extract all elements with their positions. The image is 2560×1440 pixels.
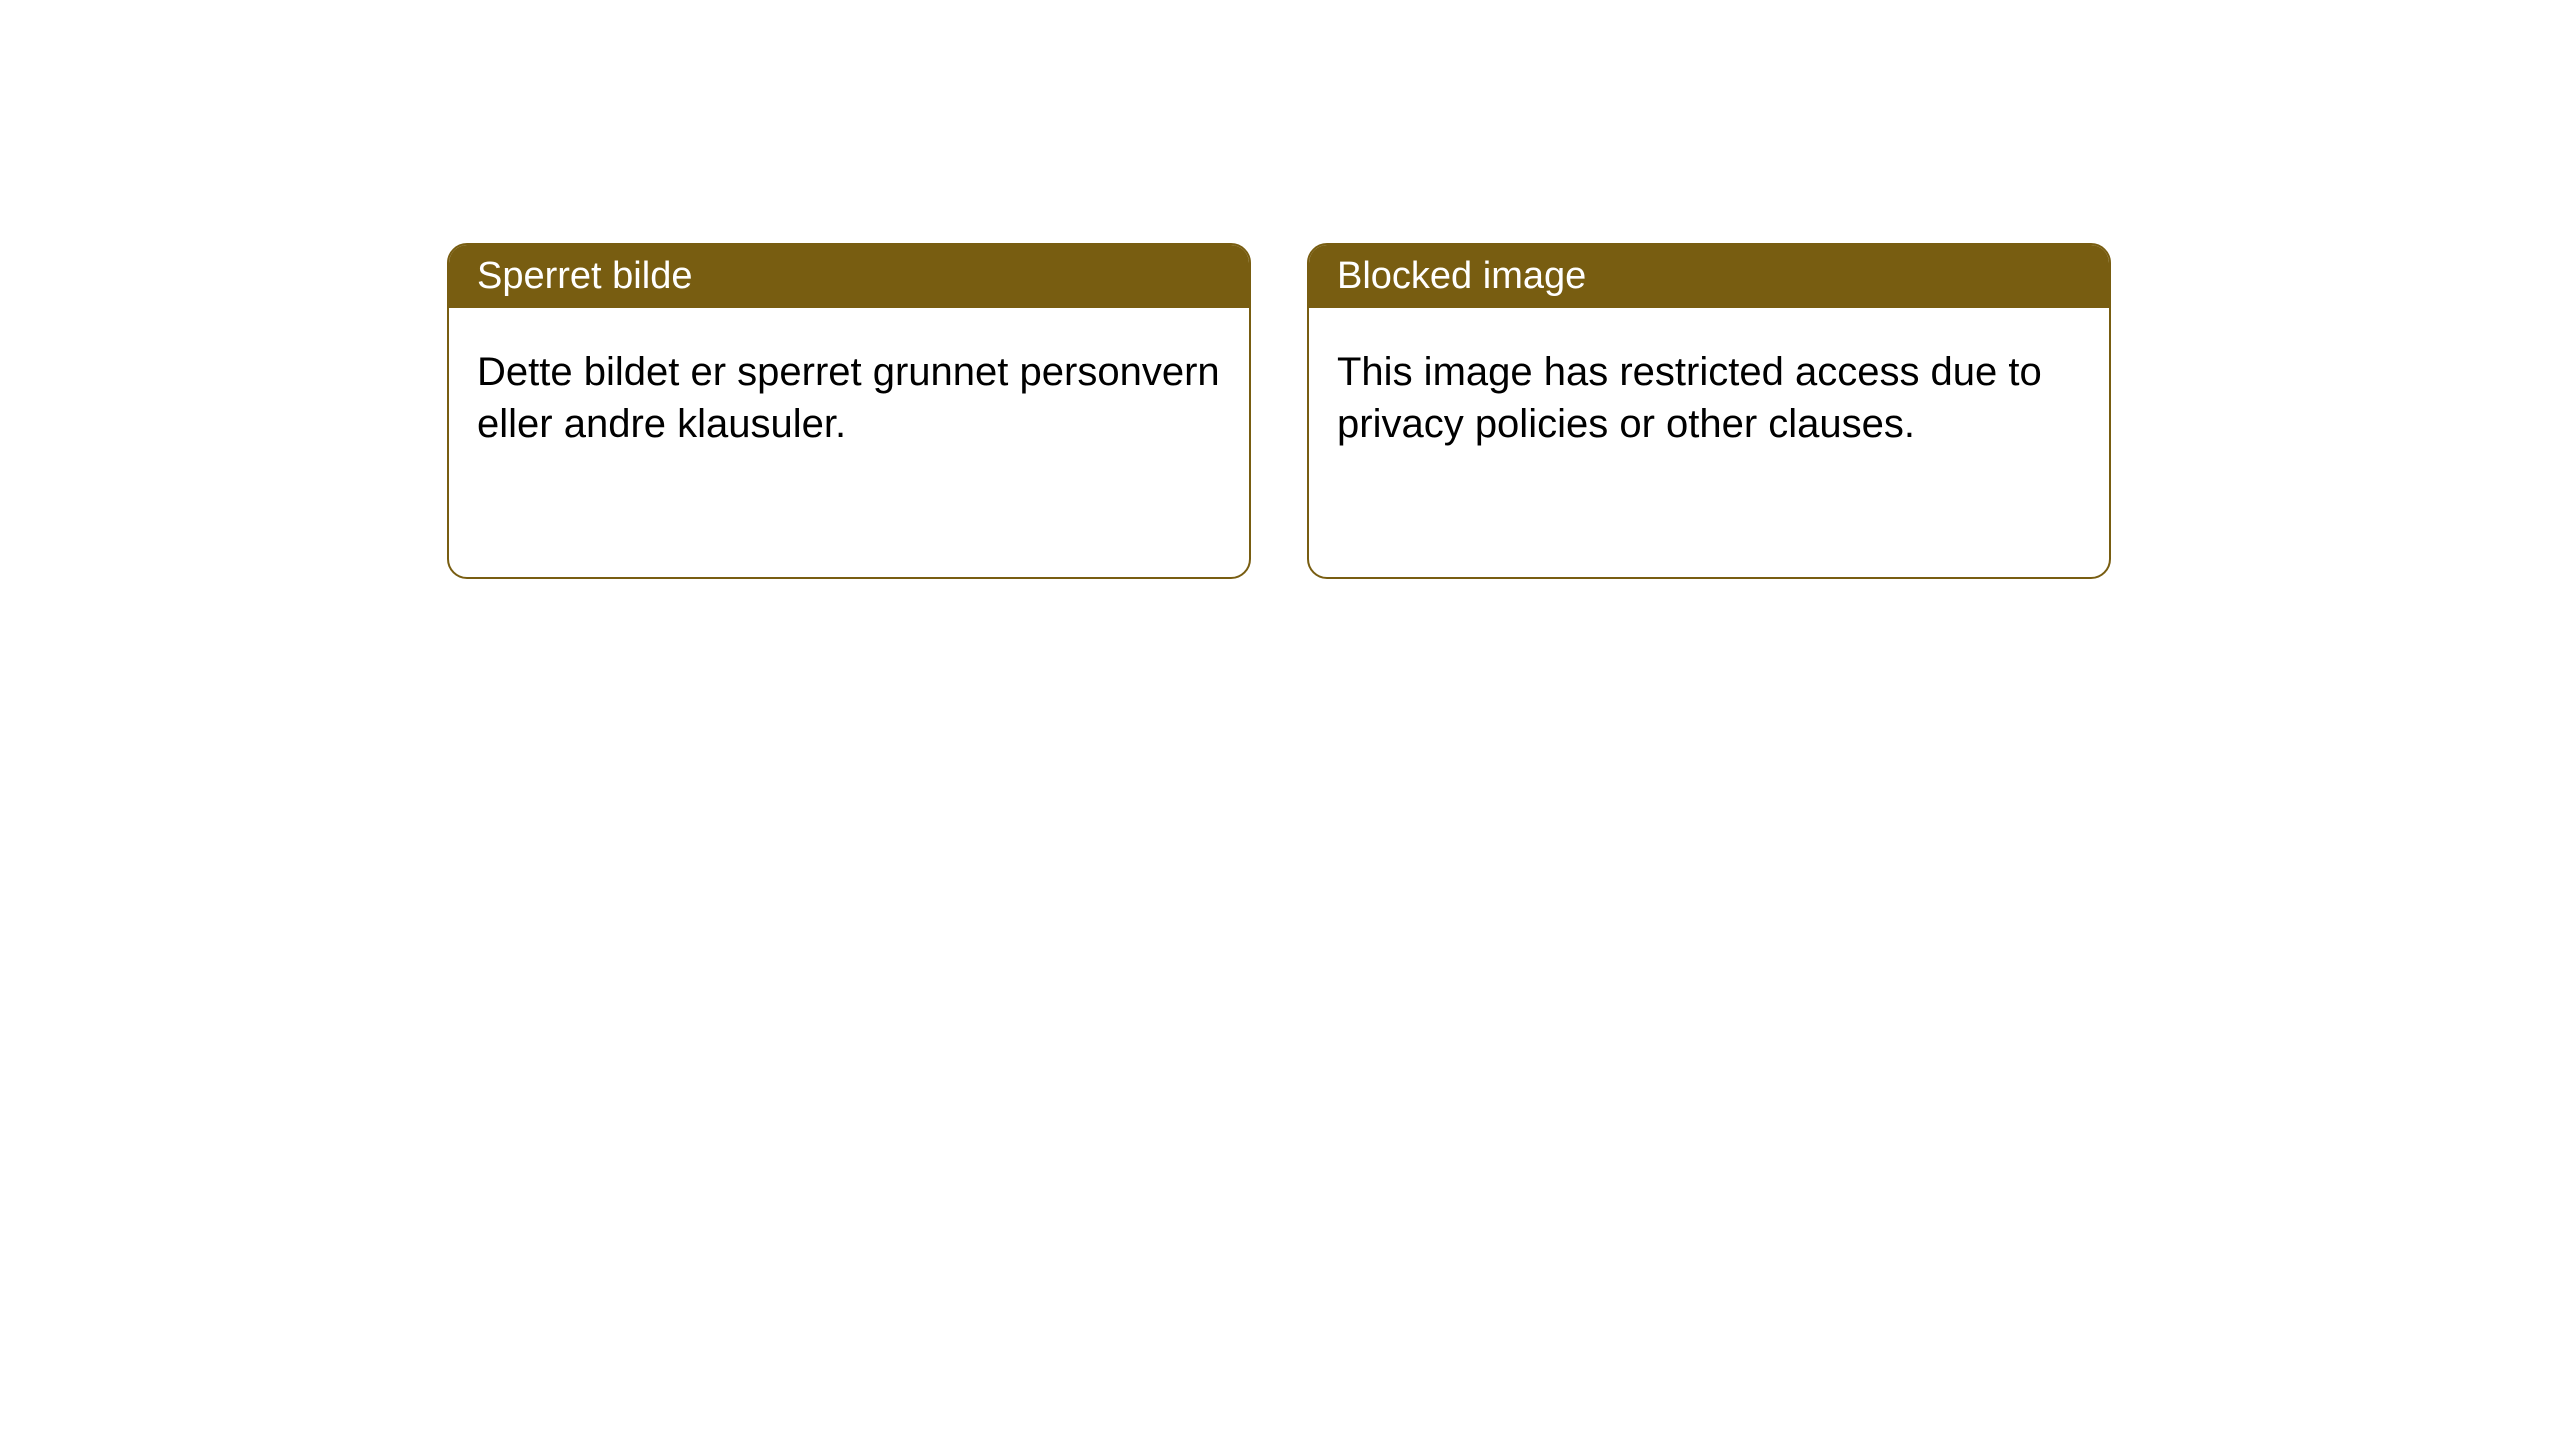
card-body: Dette bildet er sperret grunnet personve…: [449, 308, 1249, 577]
notice-card-norwegian: Sperret bilde Dette bildet er sperret gr…: [447, 243, 1251, 579]
notice-cards-container: Sperret bilde Dette bildet er sperret gr…: [447, 243, 2111, 579]
card-header: Sperret bilde: [449, 245, 1249, 308]
notice-card-english: Blocked image This image has restricted …: [1307, 243, 2111, 579]
card-header: Blocked image: [1309, 245, 2109, 308]
card-body: This image has restricted access due to …: [1309, 308, 2109, 577]
